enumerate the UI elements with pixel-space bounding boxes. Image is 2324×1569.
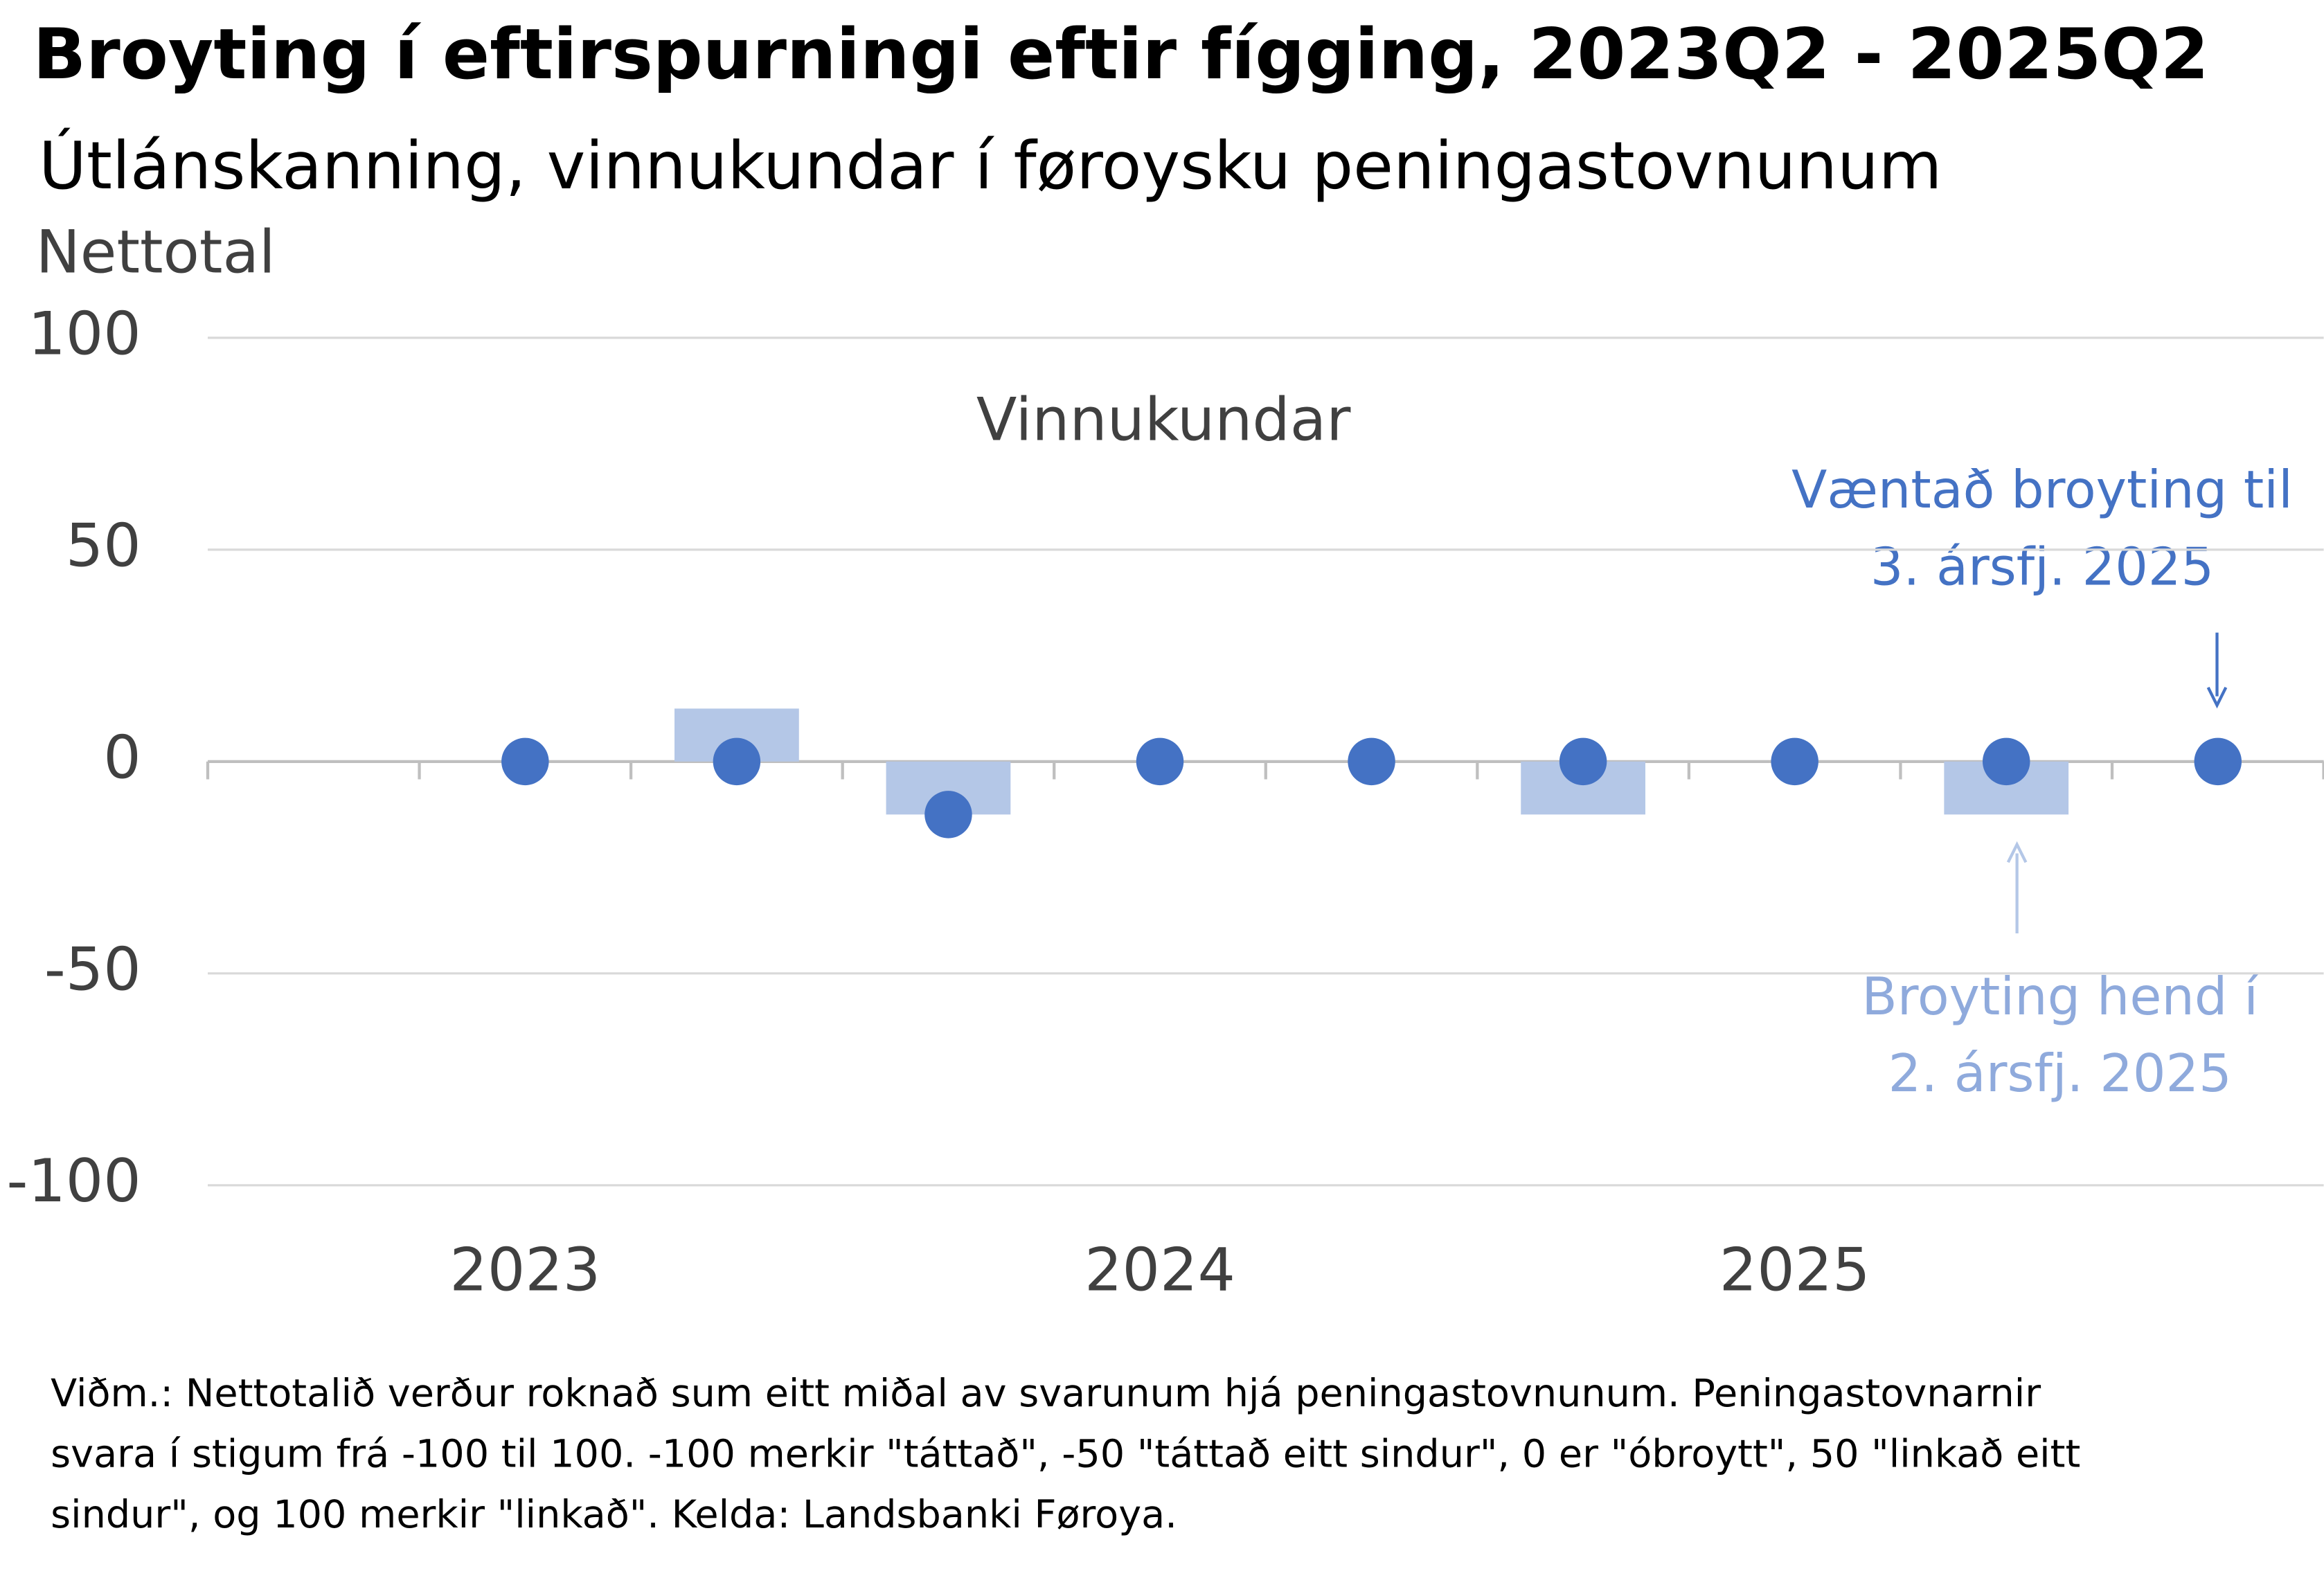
arrow-head	[2206, 686, 2228, 709]
annotation: 2. ársfj. 2025	[1888, 1043, 2232, 1104]
y-tick-label: -100	[6, 1147, 141, 1216]
annotation: Broyting hend í	[1861, 966, 2260, 1027]
dot	[924, 791, 972, 839]
x-tick-label: 2024	[1084, 1237, 1235, 1305]
y-tick-label: 100	[28, 300, 141, 368]
dot	[713, 737, 761, 786]
y-axis-label: Nettotal	[36, 219, 276, 287]
dot	[1982, 737, 2030, 786]
dot	[1559, 737, 1607, 786]
dot	[2194, 737, 2242, 786]
arrow-head	[2006, 841, 2028, 863]
chart-subtitle: Útlánskanning, vinnukundar í føroysku pe…	[39, 127, 1942, 204]
dot	[1136, 737, 1184, 786]
panel-label: Vinnukundar	[976, 386, 1351, 454]
footnote: svara í stigum frá -100 til 100. -100 me…	[51, 1432, 2080, 1477]
footnote: sindur", og 100 merkir "linkað". Kelda: …	[51, 1492, 1177, 1537]
x-tick-label: 2025	[1719, 1237, 1870, 1305]
chart-title: Broyting í eftirspurningi eftir fígging,…	[33, 14, 2209, 95]
footnote: Viðm.: Nettotalið verður roknað sum eitt…	[51, 1371, 2041, 1416]
dot	[1771, 737, 1818, 786]
annotation: Væntað broyting til	[1791, 459, 2293, 520]
y-tick-label: -50	[44, 935, 141, 1004]
dot	[1348, 737, 1395, 786]
dot	[501, 737, 549, 786]
y-tick-label: 0	[103, 724, 141, 792]
x-tick-label: 2023	[449, 1237, 600, 1305]
annotation: 3. ársfj. 2025	[1870, 536, 2214, 597]
y-tick-label: 50	[66, 512, 141, 580]
